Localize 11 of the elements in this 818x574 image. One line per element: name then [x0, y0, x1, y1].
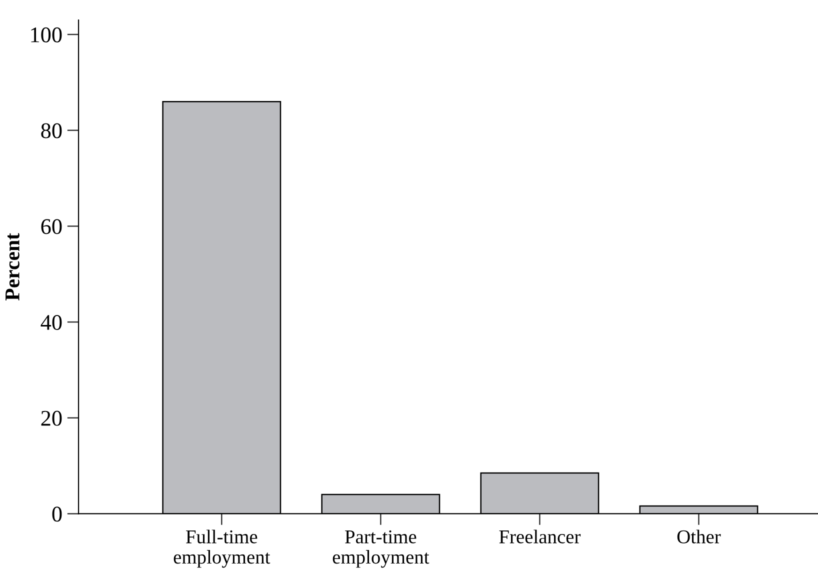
x-tick-label: Part-time employment — [332, 530, 430, 568]
x-tick-label: Other — [677, 530, 721, 544]
y-tick-label: 40 — [40, 314, 62, 330]
y-tick-label: 80 — [41, 123, 62, 138]
y-tick-label: 0 — [52, 506, 62, 522]
x-tick-label: Freelancer — [499, 530, 581, 544]
y-tick-label: 20 — [41, 410, 62, 426]
y-axis-title: Percent — [6, 233, 20, 300]
x-tick-label: Full-time employment — [174, 530, 270, 568]
y-tick-label: 100 — [31, 27, 62, 42]
y-tick-label: 60 — [41, 219, 62, 234]
